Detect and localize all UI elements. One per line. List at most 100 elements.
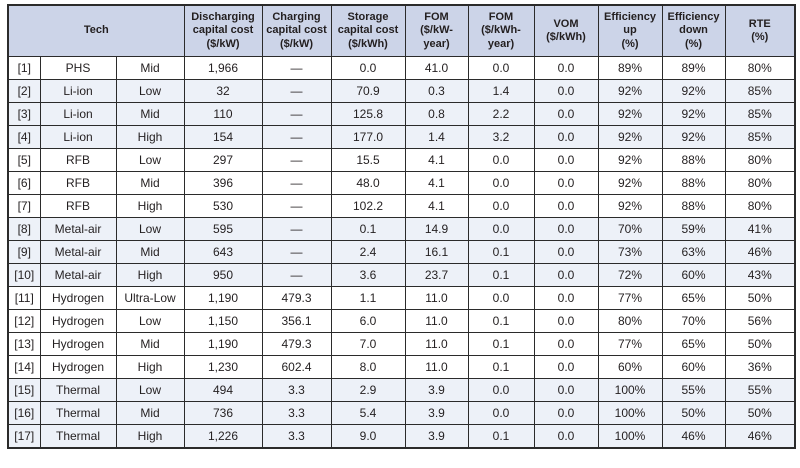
fom-kw-year: 4.1 — [404, 194, 469, 218]
fom-kwh-year: 0.1 — [467, 332, 535, 356]
rte: 36% — [724, 355, 796, 379]
column-header-efficiency-down: Efficiency down (%) — [661, 4, 726, 57]
rte: 85% — [724, 79, 796, 103]
fom-kw-year: 41.0 — [404, 56, 469, 80]
row-ref: [3] — [7, 102, 41, 126]
discharging-capital-cost: 154 — [183, 125, 263, 149]
row-ref: [2] — [7, 79, 41, 103]
vom: 0.0 — [533, 56, 599, 80]
table-row: [5] RFB Low 297—15.5 4.1 0.0 0.0 92% 88% 80% — [7, 148, 796, 172]
discharging-capital-cost: 32 — [183, 79, 263, 103]
efficiency-down: 65% — [661, 286, 726, 310]
row-ref: [14] — [7, 355, 41, 379]
tech-name: Thermal — [39, 401, 117, 425]
scenario-level: High — [115, 355, 185, 379]
fom-kw-year: 16.1 — [404, 240, 469, 264]
vom: 0.0 — [533, 309, 599, 333]
charging-capital-cost: — — [261, 240, 332, 264]
discharging-capital-cost: 1,190 — [183, 332, 263, 356]
storage-capital-cost: 0.1 — [330, 217, 406, 241]
row-ref: [10] — [7, 263, 41, 287]
scenario-level: Mid — [115, 171, 185, 195]
efficiency-up: 73% — [597, 240, 663, 264]
vom: 0.0 — [533, 355, 599, 379]
efficiency-up: 100% — [597, 378, 663, 402]
rte: 43% — [724, 263, 796, 287]
vom: 0.0 — [533, 79, 599, 103]
discharging-capital-cost: 1,150 — [183, 309, 263, 333]
table-row: [12] Hydrogen Low 1,150 356.1 6.0 11.0 0.1 0.0 80… — [7, 309, 796, 333]
row-ref: [5] — [7, 148, 41, 172]
discharging-capital-cost: 297 — [183, 148, 263, 172]
efficiency-up: 77% — [597, 286, 663, 310]
charging-capital-cost: 356.1 — [261, 309, 332, 333]
fom-kw-year: 14.9 — [404, 217, 469, 241]
tech-name: Hydrogen — [39, 286, 117, 310]
discharging-capital-cost: 494 — [183, 378, 263, 402]
fom-kwh-year: 0.0 — [467, 171, 535, 195]
charging-capital-cost: — — [261, 56, 332, 80]
scenario-level: High — [115, 194, 185, 218]
row-ref: [15] — [7, 378, 41, 402]
row-ref: [8] — [7, 217, 41, 241]
scenario-level: Low — [115, 79, 185, 103]
charging-capital-cost: — — [261, 217, 332, 241]
rte: 46% — [724, 424, 796, 449]
tech-name: Hydrogen — [39, 309, 117, 333]
discharging-capital-cost: 396 — [183, 171, 263, 195]
charging-capital-cost: — — [261, 102, 332, 126]
table-row: [9] Metal-air Mid 643—2.4 16.1 0.1 0.0 73% 63% 46… — [7, 240, 796, 264]
fom-kwh-year: 0.0 — [467, 286, 535, 310]
table-row: [3] Li-ion Mid 110—125.8 0.8 2.2 0.0 92% 92% 85% — [7, 102, 796, 126]
rte: 50% — [724, 401, 796, 425]
fom-kw-year: 0.3 — [404, 79, 469, 103]
efficiency-up: 100% — [597, 401, 663, 425]
scenario-level: High — [115, 263, 185, 287]
charging-capital-cost: — — [261, 263, 332, 287]
tech-name: RFB — [39, 171, 117, 195]
efficiency-down: 89% — [661, 56, 726, 80]
rte: 55% — [724, 378, 796, 402]
tech-name: Metal-air — [39, 240, 117, 264]
storage-capital-cost: 2.4 — [330, 240, 406, 264]
discharging-capital-cost: 1,226 — [183, 424, 263, 449]
storage-capital-cost: 15.5 — [330, 148, 406, 172]
scenario-level: Mid — [115, 102, 185, 126]
storage-capital-cost: 8.0 — [330, 355, 406, 379]
charging-capital-cost: — — [261, 194, 332, 218]
table-row: [11] Hydrogen Ultra-Low 1,190 479.3 1.1 11.0 0.… — [7, 286, 796, 310]
table-row: [13] Hydrogen Mid 1,190 479.3 7.0 11.0 0.1 0.0 77… — [7, 332, 796, 356]
efficiency-up: 92% — [597, 148, 663, 172]
vom: 0.0 — [533, 217, 599, 241]
efficiency-up: 92% — [597, 125, 663, 149]
fom-kw-year: 3.9 — [404, 424, 469, 449]
tech-name: RFB — [39, 194, 117, 218]
rte: 80% — [724, 194, 796, 218]
discharging-capital-cost: 1,190 — [183, 286, 263, 310]
charging-capital-cost: 3.3 — [261, 378, 332, 402]
efficiency-up: 60% — [597, 355, 663, 379]
efficiency-down: 65% — [661, 332, 726, 356]
table-body: [1] PHS Mid 1,966—0.0 41.0 0.0 0.0 89% 89% 80% [2]… — [7, 56, 796, 449]
storage-capital-cost: 2.9 — [330, 378, 406, 402]
vom: 0.0 — [533, 240, 599, 264]
charging-capital-cost: — — [261, 171, 332, 195]
tech-name: Thermal — [39, 424, 117, 449]
efficiency-down: 88% — [661, 148, 726, 172]
efficiency-up: 92% — [597, 194, 663, 218]
vom: 0.0 — [533, 125, 599, 149]
scenario-level: Mid — [115, 332, 185, 356]
efficiency-down: 59% — [661, 217, 726, 241]
row-ref: [13] — [7, 332, 41, 356]
fom-kwh-year: 0.0 — [467, 378, 535, 402]
column-header-efficiency-up: Efficiency up (%) — [597, 4, 663, 57]
fom-kwh-year: 0.1 — [467, 424, 535, 449]
row-ref: [6] — [7, 171, 41, 195]
vom: 0.0 — [533, 424, 599, 449]
discharging-capital-cost: 1,230 — [183, 355, 263, 379]
efficiency-up: 72% — [597, 263, 663, 287]
table-row: [8] Metal-air Low 595—0.1 14.9 0.0 0.0 70% 59% 41… — [7, 217, 796, 241]
charging-capital-cost: — — [261, 79, 332, 103]
rte: 80% — [724, 171, 796, 195]
tech-name: Li-ion — [39, 125, 117, 149]
